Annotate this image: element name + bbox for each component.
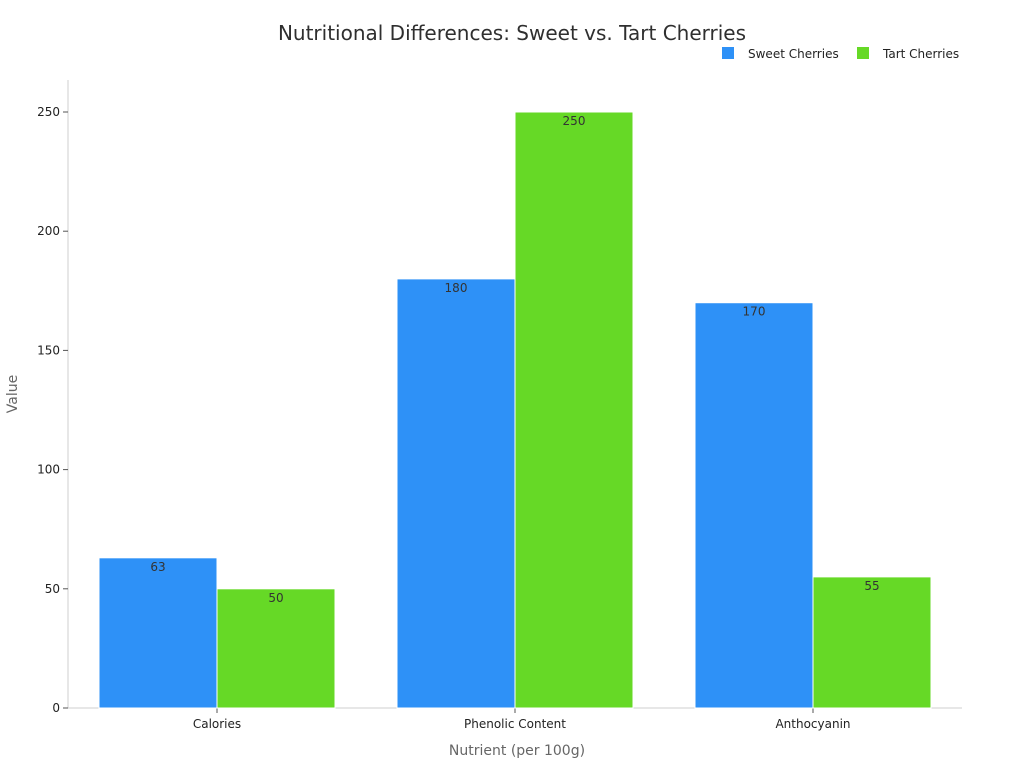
x-tick-label: Anthocyanin [775,717,850,731]
y-axis-ticks: 0 50 100 150 200 250 [37,105,68,715]
x-tick-label: Phenolic Content [464,717,566,731]
chart-title: Nutritional Differences: Sweet vs. Tart … [278,21,746,45]
bar-sweet-cherries [694,302,814,709]
legend: Sweet Cherries Tart Cherries [722,47,959,61]
legend-label: Tart Cherries [882,47,959,61]
y-axis-label: Value [5,375,21,413]
x-tick-label: Calories [193,717,241,731]
bar-value-label: 55 [864,579,879,593]
bar-sweet-cherries [98,557,218,709]
legend-swatch [857,47,869,59]
y-tick-label: 100 [37,463,60,477]
y-tick-label: 200 [37,224,60,238]
bar-value-label: 180 [445,281,468,295]
bar-value-label: 250 [563,114,586,128]
bar-tart-cherries [514,111,634,709]
bar-tart-cherries [216,588,336,709]
legend-swatch [722,47,734,59]
x-axis-label: Nutrient (per 100g) [449,743,585,759]
bar-value-label: 50 [268,591,283,605]
bar-sweet-cherries [396,278,516,709]
y-tick-label: 50 [45,582,60,596]
bar-value-label: 170 [743,305,766,319]
x-axis-ticks: Calories Phenolic Content Anthocyanin [193,708,851,731]
data-labels: 63 50 180 250 170 55 [150,114,879,605]
y-tick-label: 250 [37,105,60,119]
bar-value-label: 63 [150,560,165,574]
bar-tart-cherries [812,576,932,709]
y-tick-label: 0 [52,701,60,715]
bars [98,111,932,709]
y-tick-label: 150 [37,343,60,357]
legend-label: Sweet Cherries [748,47,839,61]
